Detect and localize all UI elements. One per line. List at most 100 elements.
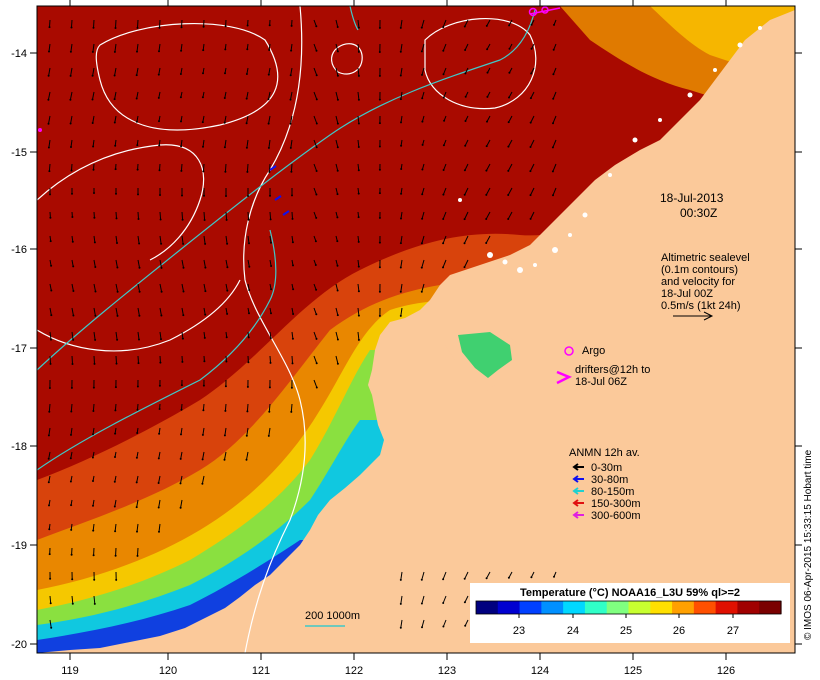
velocity-arrow-head <box>378 314 381 317</box>
velocity-arrow <box>137 211 139 220</box>
velocity-arrow <box>136 67 139 76</box>
velocity-arrow <box>464 619 469 626</box>
velocity-arrow-head <box>138 338 140 341</box>
velocity-arrow-head <box>48 26 51 29</box>
velocity-arrow <box>224 91 227 99</box>
velocity-arrow-head <box>114 168 117 171</box>
velocity-arrow-head <box>552 97 555 100</box>
altimetry-note: Altimetric sealevel (0.1m contours) and … <box>661 252 750 321</box>
velocity-arrow-head <box>157 482 160 484</box>
velocity-arrow-head <box>530 72 533 75</box>
velocity-arrow-head <box>223 121 226 124</box>
velocity-arrow-head <box>246 24 249 27</box>
velocity-arrow-head <box>47 457 50 460</box>
velocity-arrow <box>70 115 73 124</box>
velocity-arrow-head <box>138 242 141 245</box>
velocity-arrow-head <box>48 410 51 413</box>
velocity-arrow-head <box>357 290 360 293</box>
velocity-arrow <box>442 19 447 28</box>
velocity-arrow-head <box>69 480 72 483</box>
velocity-arrow-head <box>508 71 511 74</box>
velocity-arrow-head <box>71 578 74 581</box>
velocity-arrow-head <box>158 169 161 172</box>
velocity-arrow-head <box>246 410 249 413</box>
velocity-arrow <box>181 307 184 316</box>
velocity-arrow <box>443 163 447 171</box>
velocity-arrow-head <box>530 576 533 579</box>
velocity-arrow <box>115 307 118 316</box>
velocity-arrow <box>92 115 95 124</box>
velocity-arrow-head <box>203 194 205 197</box>
velocity-arrow-head <box>113 505 116 508</box>
colorbar-ticks: 23 24 25 26 27 <box>513 614 739 637</box>
velocity-arrow <box>158 451 161 459</box>
velocity-arrow-head <box>247 218 250 221</box>
velocity-arrow-head <box>49 240 52 243</box>
velocity-arrow-head <box>399 602 402 605</box>
velocity-arrow-head <box>204 290 207 293</box>
velocity-arrow <box>400 283 403 292</box>
velocity-arrow-head <box>552 194 554 197</box>
velocity-arrow <box>529 163 535 172</box>
colorbar-tick-label: 24 <box>567 625 579 637</box>
velocity-arrow-head <box>226 242 229 245</box>
velocity-arrow-head <box>399 26 402 29</box>
velocity-arrow-head <box>226 289 229 292</box>
velocity-arrow-head <box>421 73 423 76</box>
velocity-arrow-head <box>552 122 554 125</box>
bathymetry-contours <box>37 6 536 471</box>
velocity-arrow-head <box>91 50 94 53</box>
velocity-arrow-head <box>400 192 403 195</box>
velocity-arrow <box>357 115 360 124</box>
velocity-arrow <box>137 235 140 244</box>
velocity-arrow-head <box>442 602 445 604</box>
velocity-arrow-head <box>70 146 72 148</box>
velocity-arrow-head <box>357 169 360 172</box>
velocity-arrow-head <box>180 433 182 436</box>
velocity-arrow <box>158 523 161 532</box>
lat-tick-label: -15 <box>11 147 27 159</box>
velocity-arrow-head <box>160 338 162 341</box>
velocity-arrow-head <box>246 48 249 51</box>
velocity-arrow <box>247 235 250 244</box>
velocity-arrow-head <box>158 384 161 387</box>
anmn-legend-arrow <box>572 475 584 483</box>
velocity-arrow <box>486 139 491 147</box>
velocity-arrow-head <box>315 216 318 219</box>
velocity-arrow-head <box>464 120 467 122</box>
velocity-arrow <box>69 91 73 100</box>
velocity-arrow <box>507 163 513 172</box>
velocity-arrow-head <box>269 218 272 221</box>
velocity-arrow <box>137 259 140 268</box>
velocity-arrow-head <box>357 192 360 195</box>
velocity-arrow-head <box>530 23 533 26</box>
velocity-arrow-head <box>158 144 161 147</box>
velocity-arrow-head <box>245 146 248 149</box>
velocity-arrow <box>313 115 318 124</box>
velocity-arrow <box>181 331 184 339</box>
velocity-arrow-head <box>71 602 74 605</box>
velocity-arrow-head <box>442 242 445 245</box>
velocity-arrow-head <box>92 554 95 557</box>
velocity-arrow <box>313 43 317 51</box>
velocity-arrow-head <box>137 362 140 365</box>
velocity-arrow <box>115 259 118 268</box>
velocity-arrow-head <box>201 482 204 485</box>
velocity-arrow <box>400 307 403 316</box>
velocity-arrow-head <box>225 360 228 363</box>
velocity-arrow-head <box>93 192 95 194</box>
velocity-arrow <box>70 67 73 76</box>
velocity-arrow <box>421 19 425 28</box>
velocity-arrow-head <box>49 602 52 605</box>
velocity-arrow <box>136 475 139 483</box>
velocity-arrow-head <box>201 433 204 436</box>
velocity-arrow-head <box>246 170 249 173</box>
velocity-arrow-head <box>290 24 293 27</box>
velocity-arrow-head <box>378 168 381 171</box>
velocity-arrow-head <box>442 218 445 220</box>
velocity-arrow <box>530 91 535 99</box>
velocity-arrow-head <box>552 73 555 76</box>
velocity-arrow-head <box>224 385 227 388</box>
velocity-arrow <box>269 235 272 243</box>
velocity-arrow-head <box>336 193 339 196</box>
